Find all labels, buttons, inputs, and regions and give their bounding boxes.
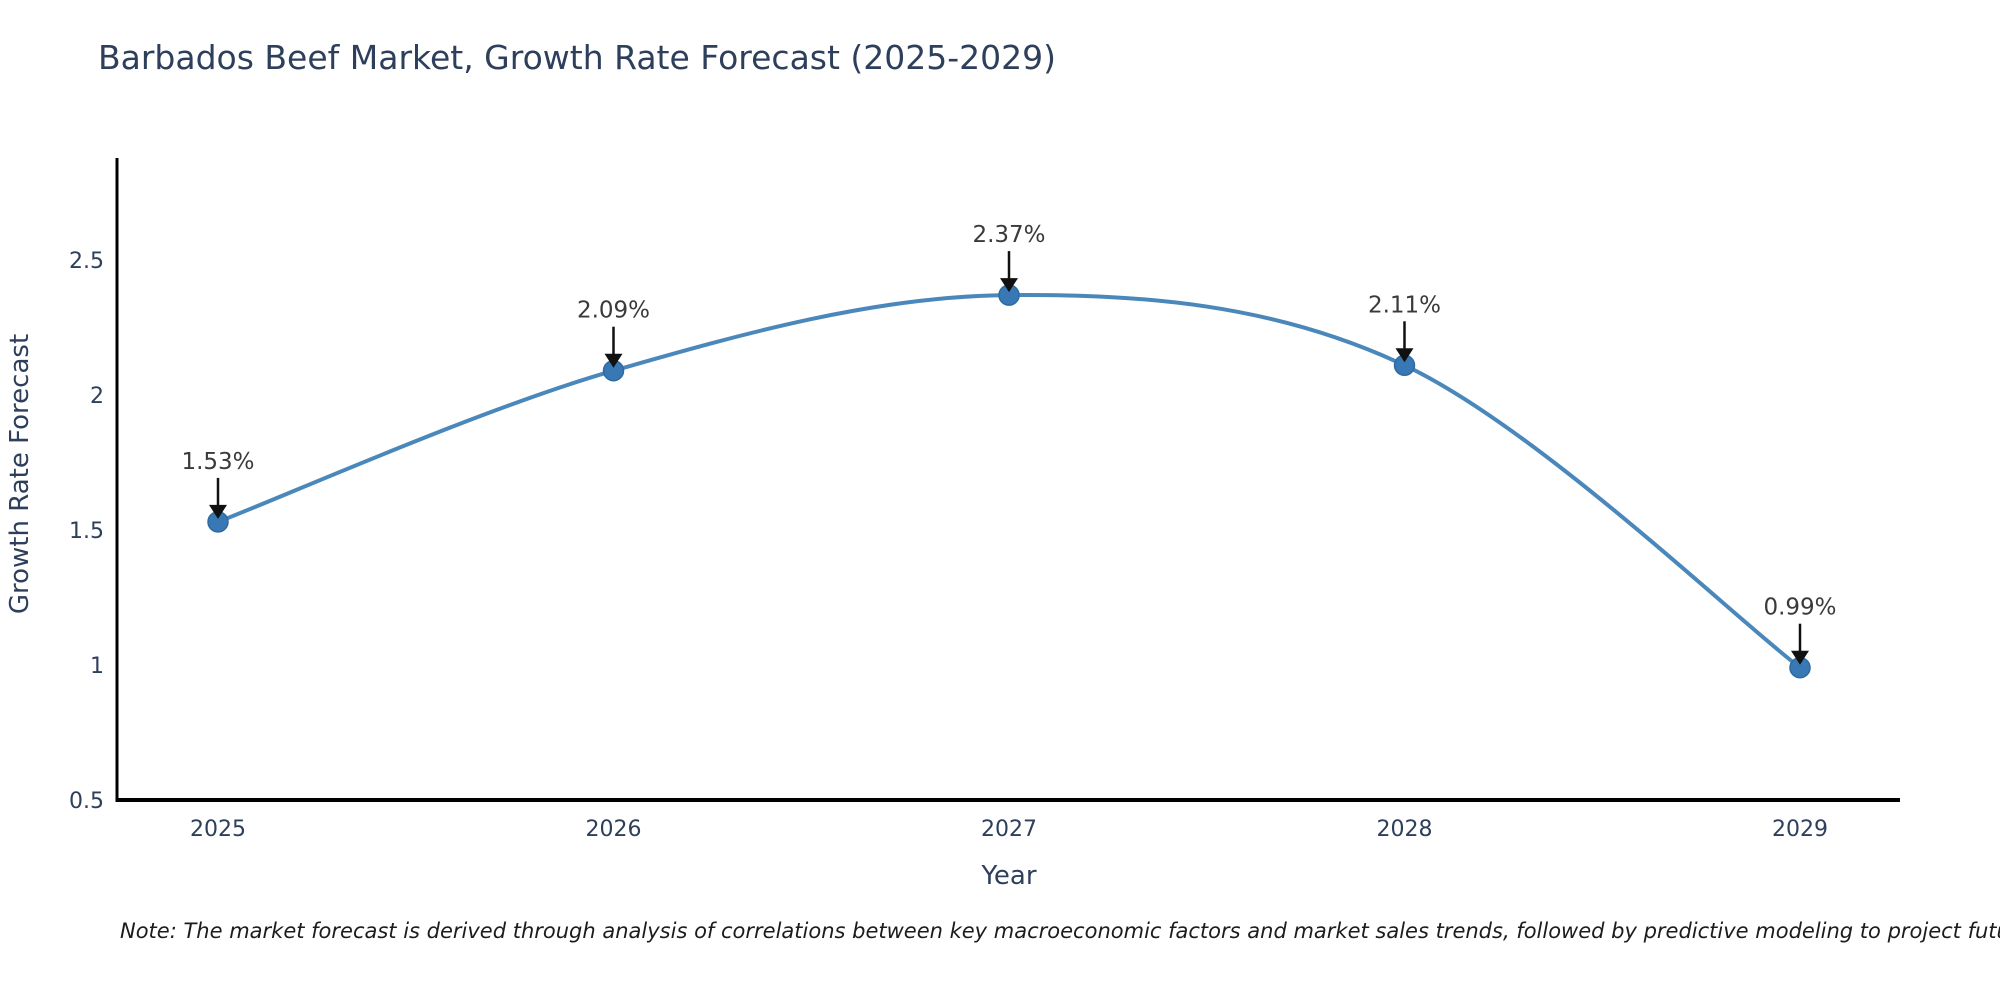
annotation-arrowhead [1000,278,1018,293]
x-axis-title: Year [980,861,1036,891]
point-annotation-label: 2.37% [972,222,1045,248]
y-tick-label: 1 [90,654,104,679]
annotation-arrowhead [1791,650,1809,665]
x-tick-label: 2027 [981,817,1037,842]
y-tick-label: 2.5 [69,249,104,274]
y-tick-label: 0.5 [69,789,104,814]
x-tick-label: 2028 [1377,817,1433,842]
annotation-arrowhead [1395,348,1414,363]
annotation-arrowhead [209,504,227,519]
x-tick-label: 2026 [586,817,642,842]
point-annotation-label: 2.09% [577,298,650,324]
x-tick-label: 2029 [1772,817,1828,842]
y-axis-title: Growth Rate Forecast [5,334,35,614]
point-annotation-label: 2.11% [1368,292,1441,318]
point-annotation-label: 0.99% [1763,595,1836,621]
annotation-arrowhead [604,353,623,368]
x-tick-label: 2025 [190,817,246,842]
trend-line [216,293,1802,670]
y-tick-label: 1.5 [69,519,104,544]
y-tick-label: 2 [90,384,104,409]
point-annotation-label: 1.53% [181,449,254,475]
chart-title: Barbados Beef Market, Growth Rate Foreca… [98,38,1057,77]
footnote-text: Note: The market forecast is derived thr… [120,919,2000,943]
